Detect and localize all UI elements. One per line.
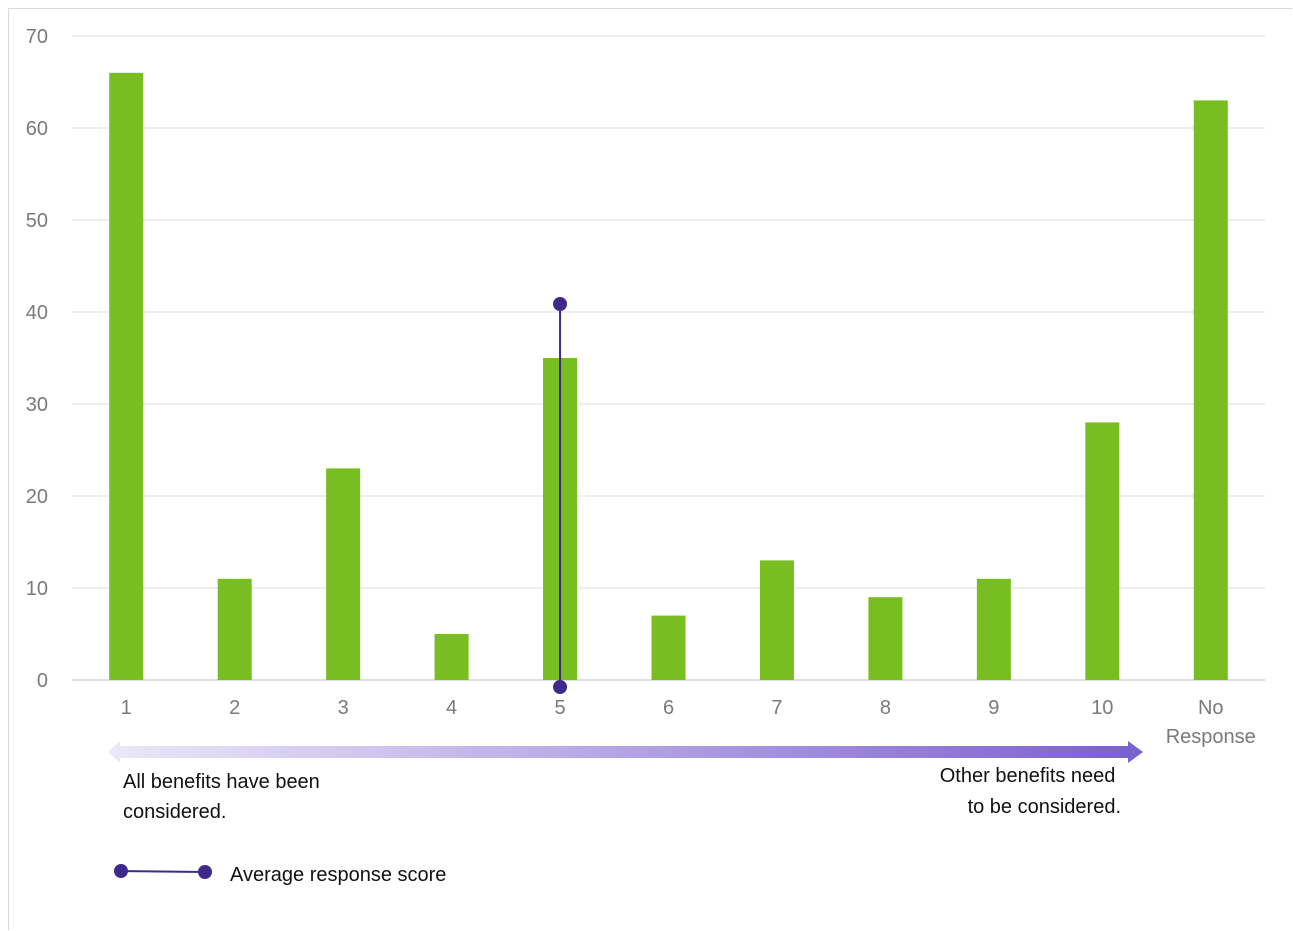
bar — [109, 72, 144, 681]
chart-frame — [8, 8, 1292, 930]
bar — [759, 560, 794, 680]
y-tick-label: 50 — [26, 210, 48, 232]
bar — [326, 468, 361, 680]
x-tick-label: 4 — [446, 697, 457, 719]
x-tick-label: 10 — [1091, 697, 1113, 719]
x-tick-label: 9 — [988, 697, 999, 719]
x-tick-label: 1 — [121, 697, 132, 719]
legend-marker-right — [198, 865, 212, 879]
x-tick-label: 6 — [663, 697, 674, 719]
bar — [1193, 100, 1228, 680]
x-tick-label: 5 — [554, 697, 565, 719]
y-tick-label: 40 — [26, 302, 48, 324]
x-tick-label: 3 — [338, 697, 349, 719]
y-tick-label: 60 — [26, 118, 48, 140]
scale-left-label: All benefits have been considered. — [123, 771, 325, 823]
bar — [217, 578, 252, 680]
y-tick-label: 30 — [26, 394, 48, 416]
y-tick-label: 20 — [26, 486, 48, 508]
scale-arrow-shape — [108, 741, 1143, 763]
y-tick-label: 10 — [26, 578, 48, 600]
bar — [976, 578, 1011, 680]
scale-right-label: Other benefits need to be considered. — [940, 765, 1121, 818]
bar — [651, 615, 686, 680]
y-axis-ticks: 0 10 20 30 40 50 60 70 — [26, 26, 48, 692]
x-axis-ticks: 1 2 3 4 5 6 7 8 9 10 No Response — [121, 697, 1256, 748]
x-tick-label: No Response — [1166, 697, 1256, 748]
average-marker-bottom — [553, 680, 568, 694]
x-tick-label: 7 — [771, 697, 782, 719]
legend-line — [120, 870, 206, 873]
scale-arrow — [108, 741, 1143, 763]
bar — [1085, 422, 1120, 680]
bar — [434, 634, 469, 680]
bars — [109, 72, 1228, 681]
x-tick-label: 2 — [229, 697, 240, 719]
average-marker — [553, 297, 568, 694]
average-marker-top — [553, 297, 568, 311]
y-tick-label: 70 — [26, 26, 48, 48]
legend-label: Average response score — [230, 864, 446, 886]
x-tick-label: 8 — [880, 697, 891, 719]
bar — [868, 597, 903, 680]
legend: Average response score — [114, 864, 446, 886]
y-tick-label: 0 — [37, 670, 48, 692]
legend-marker-left — [114, 864, 128, 878]
